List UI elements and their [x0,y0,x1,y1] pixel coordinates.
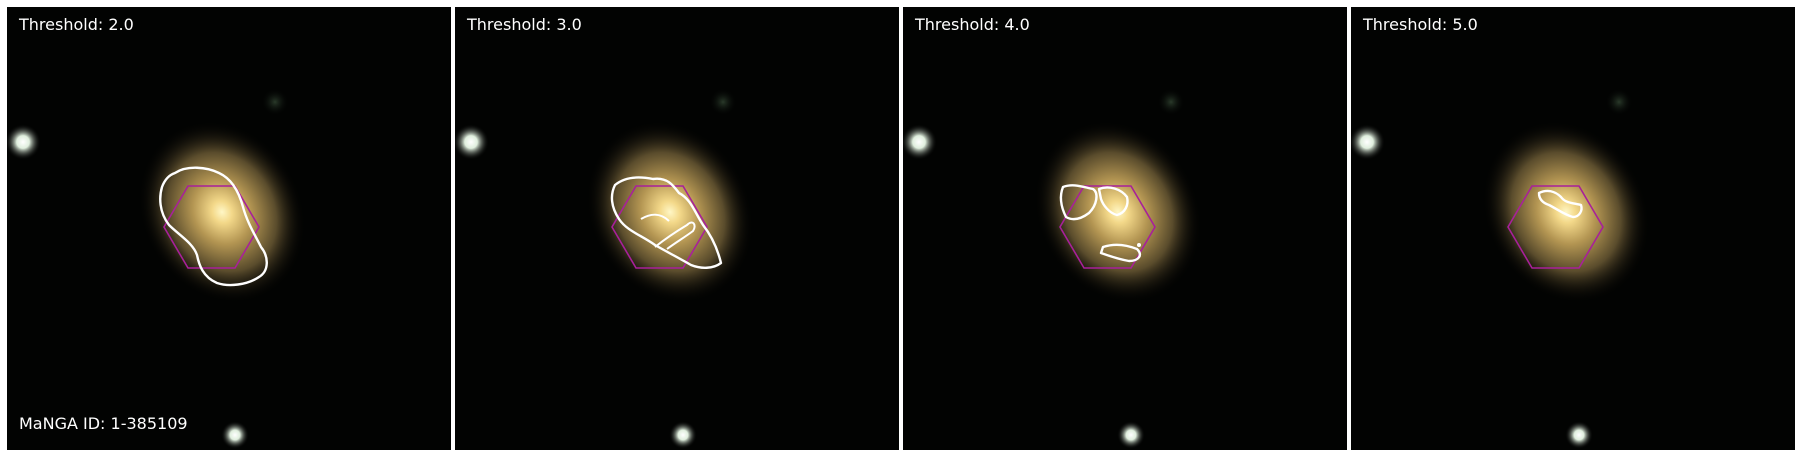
manga-id-label: MaNGA ID: 1-385109 [19,416,188,432]
threshold-label: Threshold: 2.0 [19,17,134,33]
threshold-label: Threshold: 4.0 [915,17,1030,33]
image-panel-3: Threshold: 4.0 [903,7,1347,450]
galaxy-image-2 [455,7,899,450]
image-panel-4: Threshold: 5.0 [1351,7,1795,450]
galaxy-image-4 [1351,7,1795,450]
image-panel-1: Threshold: 2.0 MaNGA ID: 1-385109 [7,7,451,450]
galaxy-image-3 [903,7,1347,450]
threshold-label: Threshold: 3.0 [467,17,582,33]
galaxy-image-1 [7,7,451,450]
threshold-label: Threshold: 5.0 [1363,17,1478,33]
image-panel-2: Threshold: 3.0 [455,7,899,450]
